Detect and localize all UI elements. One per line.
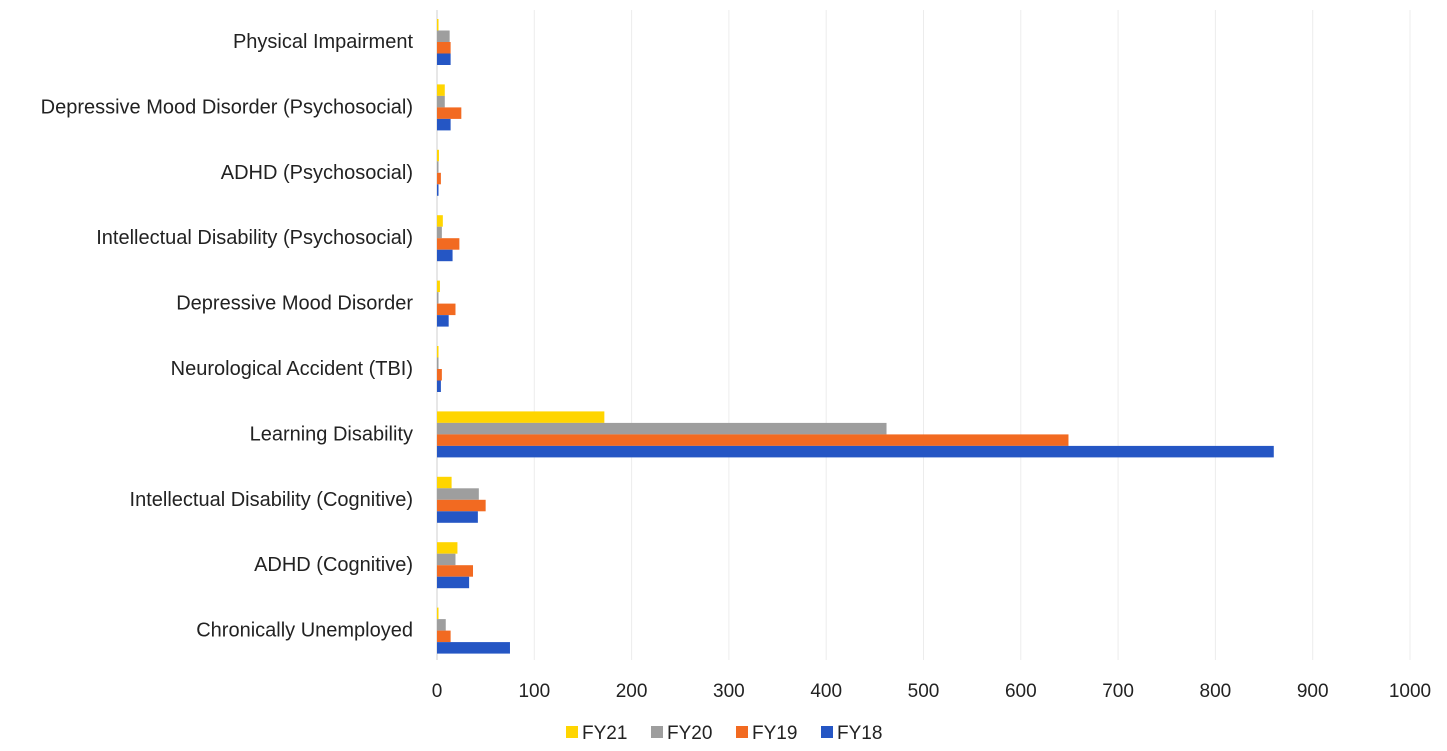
bar-fy19 [437,499,486,512]
x-tick-label: 200 [616,681,648,702]
gridlines [436,10,1411,660]
bar-fy21 [437,84,445,96]
bar-fy20 [437,226,442,239]
category-label: Neurological Accident (TBI) [171,358,413,380]
legend-label: FY18 [837,723,882,744]
bar-fy18 [437,315,449,327]
bar-fy18 [437,184,439,196]
bar-fy21 [437,280,440,293]
bar-fy21 [437,215,443,227]
legend-swatch-fy19 [736,726,748,738]
bar-fy19 [437,630,451,643]
bar-fy20 [437,30,450,42]
category-label: ADHD (Cognitive) [254,554,413,576]
x-tick-label: 400 [810,681,842,702]
bar-fy21 [437,346,439,358]
x-tick-label: 800 [1200,681,1232,702]
category-label: Physical Impairment [233,31,414,53]
bar-fy20 [437,422,887,435]
legend-label: FY20 [667,723,712,744]
x-axis-ticks: 0 100 200 300 400 500 600 700 800 900 1000 [432,681,1431,702]
bar-fy19 [437,42,451,54]
x-tick-label: 300 [713,681,745,702]
category-label: Learning Disability [250,423,413,445]
category-label: Depressive Mood Disorder (Psychosocial) [41,96,413,118]
legend-swatch-fy20 [651,726,663,738]
category-labels: Physical Impairment Depressive Mood Disor… [41,31,414,642]
bar-fy21 [437,607,439,620]
bar-fy18 [437,576,470,589]
category-label: Intellectual Disability (Cognitive) [130,489,413,511]
legend-label: FY19 [752,723,797,744]
bar-fy20 [437,488,479,500]
legend: FY21 FY20 FY19 FY18 [566,723,882,744]
x-tick-label: 600 [1005,681,1037,702]
x-tick-label: 500 [908,681,940,702]
bar-fy20 [437,95,445,108]
category-label: ADHD (Psychosocial) [221,162,413,184]
x-tick-label: 100 [518,681,550,702]
bar-fy20 [437,161,439,173]
bar-fy18 [437,118,451,131]
bar-fy19 [437,172,441,185]
category-label: Chronically Unemployed [196,620,413,642]
bar-fy21 [437,542,458,554]
bar-fy20 [437,619,446,631]
bar-fy20 [437,292,439,304]
bar-fy18 [437,511,478,523]
bar-fy21 [437,476,452,489]
bar-fy18 [437,445,1274,458]
category-label: Intellectual Disability (Psychosocial) [96,227,413,249]
legend-label: FY21 [582,723,627,744]
bar-fy21 [437,149,439,162]
bar-fy19 [437,369,442,381]
bar-fy18 [437,642,510,654]
bar-fy19 [437,565,474,577]
legend-swatch-fy21 [566,726,578,738]
bar-fy21 [437,19,439,31]
bar-fy20 [437,357,439,369]
bar-fy18 [437,380,441,392]
bar-fy18 [437,53,451,65]
x-tick-label: 700 [1102,681,1134,702]
bar-fy19 [437,303,456,316]
bar-fy21 [437,411,605,423]
bar-fy19 [437,434,1069,446]
x-tick-label: 900 [1297,681,1329,702]
bar-fy19 [437,238,460,250]
bar-fy19 [437,107,462,119]
category-label: Depressive Mood Disorder [176,293,413,315]
x-tick-label: 1000 [1389,681,1431,702]
x-tick-label: 0 [432,681,443,702]
bar-fy18 [437,249,453,262]
legend-swatch-fy18 [821,726,833,738]
bar-fy20 [437,553,456,566]
bars [437,19,1274,654]
